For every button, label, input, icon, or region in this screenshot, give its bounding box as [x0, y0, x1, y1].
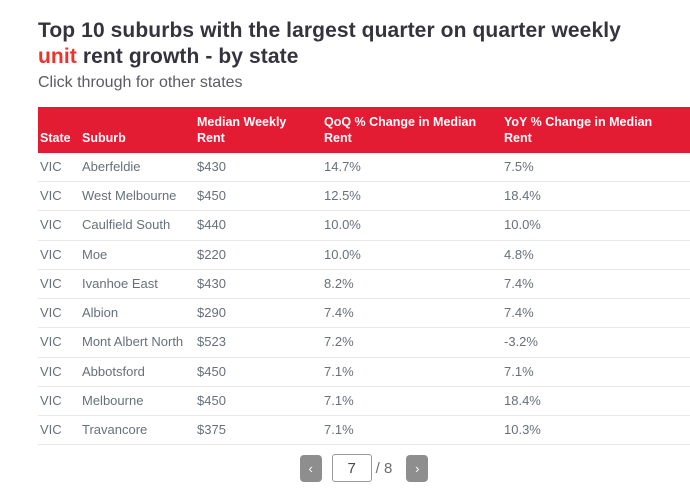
col-header-suburb: Suburb — [80, 106, 195, 153]
table-cell-qoq-change: 10.0% — [322, 210, 502, 241]
col-header-state: State — [38, 106, 80, 153]
table-cell-qoq-change: 12.5% — [322, 181, 502, 212]
table-cell-state: VIC — [38, 240, 80, 270]
table-cell-yoy-change: 7.5% — [502, 152, 690, 183]
table-row: VIC Abbotsford $450 7.1% 7.1% — [38, 357, 690, 387]
chevron-left-icon: ‹ — [308, 460, 313, 476]
title-highlight: unit — [38, 45, 77, 69]
page-total-label: / 8 — [375, 459, 393, 477]
table-cell-state: VIC — [38, 181, 80, 212]
table-row: VIC Ivanhoe East $430 8.2% 7.4% — [38, 269, 690, 300]
table-cell-median-rent: $440 — [195, 210, 322, 241]
table-cell-state: VIC — [38, 298, 80, 329]
table-cell-yoy-change: 7.1% — [502, 357, 690, 387]
table-row: VIC West Melbourne $450 12.5% 18.4% — [38, 181, 690, 212]
table-cell-state: VIC — [38, 152, 80, 183]
table-cell-yoy-change: 7.4% — [502, 298, 690, 329]
table-cell-qoq-change: 7.1% — [322, 357, 502, 387]
table-cell-qoq-change: 7.4% — [322, 298, 502, 329]
table-cell-yoy-change: 18.4% — [502, 181, 690, 212]
col-header-qoq-change: QoQ % Change in Median Rent — [322, 106, 502, 153]
table-header-row: State Suburb Median Weekly Rent QoQ % Ch… — [38, 106, 690, 153]
table-row: VIC Caulfield South $440 10.0% 10.0% — [38, 210, 690, 241]
table-cell-median-rent: $430 — [195, 269, 322, 300]
table-cell-qoq-change: 14.7% — [322, 152, 502, 183]
table-row: VIC Moe $220 10.0% 4.8% — [38, 240, 690, 270]
table-cell-median-rent: $430 — [195, 152, 322, 183]
table-cell-median-rent: $450 — [195, 357, 322, 387]
table-cell-state: VIC — [38, 269, 80, 300]
table-cell-suburb: Albion — [80, 298, 195, 329]
table-cell-state: VIC — [38, 357, 80, 387]
table-cell-yoy-change: -3.2% — [502, 327, 690, 358]
table-cell-suburb: Mont Albert North — [80, 327, 195, 358]
prev-page-button[interactable]: ‹ — [299, 454, 322, 482]
table-cell-state: VIC — [38, 415, 80, 446]
table-cell-qoq-change: 7.2% — [322, 327, 502, 358]
page-number-input[interactable] — [331, 454, 372, 483]
table-cell-suburb: Abbotsford — [80, 357, 195, 387]
col-header-median-rent: Median Weekly Rent — [195, 106, 322, 153]
table-cell-qoq-change: 10.0% — [322, 240, 502, 270]
table-cell-median-rent: $375 — [195, 415, 322, 446]
table-cell-qoq-change: 7.1% — [322, 386, 502, 417]
table-cell-yoy-change: 7.4% — [502, 269, 690, 300]
table-cell-median-rent: $220 — [195, 240, 322, 270]
table-cell-suburb: Ivanhoe East — [80, 269, 195, 300]
table-cell-median-rent: $450 — [195, 181, 322, 212]
rent-table: State Suburb Median Weekly Rent QoQ % Ch… — [38, 106, 690, 446]
table-body: VIC Aberfeldie $430 14.7% 7.5% VIC West Melbou… — [38, 152, 690, 446]
table-cell-suburb: Caulfield South — [80, 210, 195, 241]
chevron-right-icon: › — [415, 460, 420, 476]
table-row: VIC Travancore $375 7.1% 10.3% — [38, 415, 690, 446]
table-cell-qoq-change: 8.2% — [322, 269, 502, 300]
table-cell-yoy-change: 10.0% — [502, 210, 690, 241]
table-cell-median-rent: $290 — [195, 298, 322, 329]
col-header-yoy-change: YoY % Change in Median Rent — [502, 106, 690, 153]
table-cell-yoy-change: 18.4% — [502, 386, 690, 417]
table-cell-suburb: West Melbourne — [80, 181, 195, 212]
table-cell-suburb: Moe — [80, 240, 195, 270]
next-page-button[interactable]: › — [406, 454, 429, 482]
table-cell-median-rent: $523 — [195, 327, 322, 358]
table-cell-yoy-change: 10.3% — [502, 415, 690, 446]
table-row: VIC Albion $290 7.4% 7.4% — [38, 298, 690, 329]
table-row: VIC Mont Albert North $523 7.2% -3.2% — [38, 327, 690, 358]
table-cell-suburb: Melbourne — [80, 386, 195, 417]
table-cell-state: VIC — [38, 327, 80, 358]
table-row: VIC Melbourne $450 7.1% 18.4% — [38, 386, 690, 417]
pagination: ‹ / 8 › — [38, 454, 690, 483]
title-text-after: rent growth - by state — [76, 45, 299, 69]
table-cell-state: VIC — [38, 210, 80, 241]
table-cell-suburb: Aberfeldie — [80, 152, 195, 183]
table-cell-median-rent: $450 — [195, 386, 322, 417]
table-cell-yoy-change: 4.8% — [502, 240, 690, 270]
subtitle: Click through for other states — [38, 73, 243, 91]
table-cell-suburb: Travancore — [80, 415, 195, 446]
table-cell-state: VIC — [38, 386, 80, 417]
table-row: VIC Aberfeldie $430 14.7% 7.5% — [38, 152, 690, 183]
table-cell-qoq-change: 7.1% — [322, 415, 502, 446]
page-title: Top 10 suburbs with the largest quarter … — [38, 18, 653, 71]
title-text-before: Top 10 suburbs with the largest quarter … — [38, 19, 621, 42]
